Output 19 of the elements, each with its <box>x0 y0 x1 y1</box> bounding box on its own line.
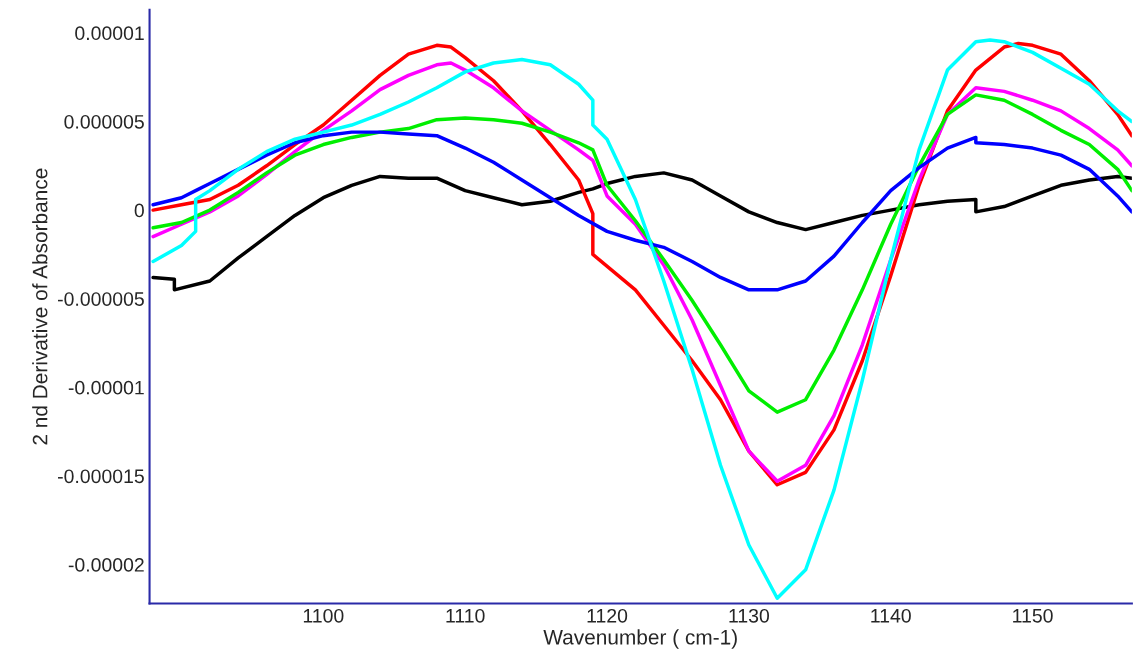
x-axis-title: Wavenumber ( cm-1) <box>543 629 737 649</box>
y-tick-label: -0.000005 <box>57 292 144 306</box>
x-tick-label: 1120 <box>587 608 628 623</box>
line-series <box>151 130 1132 292</box>
x-tick-label: 1130 <box>729 608 770 623</box>
line-series <box>151 171 1132 292</box>
y-tick-label: -0.00002 <box>68 558 144 572</box>
line-series <box>151 93 1132 414</box>
line-series <box>151 38 1132 600</box>
y-axis-title: 2 nd Derivative of Absorbance <box>32 168 48 445</box>
x-tick-label: 1150 <box>1013 608 1053 623</box>
x-tick-label: 1100 <box>303 608 344 623</box>
x-tick-label: 1110 <box>446 608 485 623</box>
y-tick-label: 0 <box>134 203 144 218</box>
x-tick-label: 1140 <box>871 608 911 623</box>
y-tick-label: -0.00001 <box>68 380 144 395</box>
y-tick-label: -0.000015 <box>57 469 144 484</box>
y-tick-label: 0.000005 <box>64 114 144 129</box>
y-tick-label: 0.00001 <box>75 26 144 41</box>
